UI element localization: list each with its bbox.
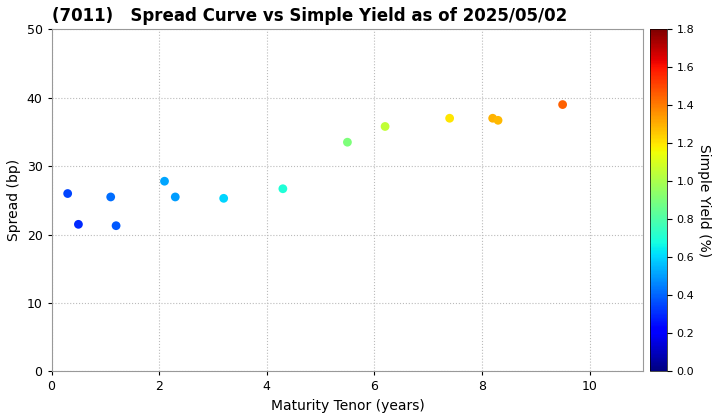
Point bbox=[277, 185, 289, 192]
Point bbox=[492, 117, 504, 123]
Point bbox=[105, 194, 117, 200]
Point bbox=[110, 222, 122, 229]
Point bbox=[557, 101, 568, 108]
Point bbox=[158, 178, 170, 184]
Point bbox=[169, 194, 181, 200]
Point bbox=[487, 115, 498, 122]
Point bbox=[62, 190, 73, 197]
Point bbox=[342, 139, 354, 146]
Point bbox=[73, 221, 84, 228]
Text: (7011)   Spread Curve vs Simple Yield as of 2025/05/02: (7011) Spread Curve vs Simple Yield as o… bbox=[52, 7, 567, 25]
Point bbox=[444, 115, 455, 122]
Point bbox=[218, 195, 230, 202]
Y-axis label: Spread (bp): Spread (bp) bbox=[7, 159, 21, 242]
Point bbox=[379, 123, 391, 130]
X-axis label: Maturity Tenor (years): Maturity Tenor (years) bbox=[271, 399, 424, 413]
Y-axis label: Simple Yield (%): Simple Yield (%) bbox=[697, 144, 711, 257]
